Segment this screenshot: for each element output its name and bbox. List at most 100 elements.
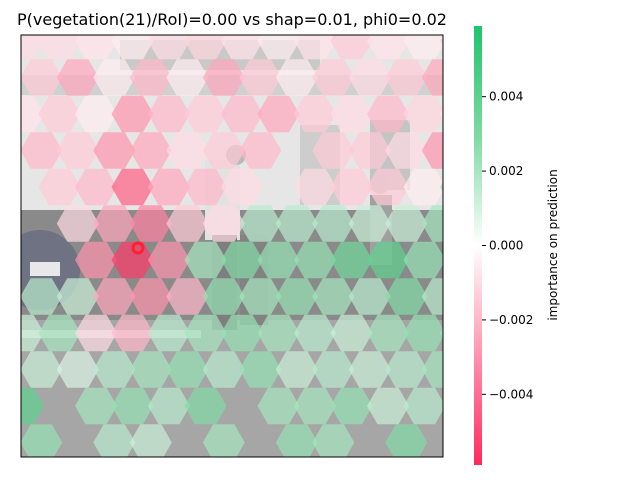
hex-cell bbox=[312, 132, 355, 169]
hex-cell bbox=[221, 168, 263, 206]
plot-frame bbox=[20, 34, 444, 458]
hex-cell bbox=[330, 35, 373, 60]
hex-cell bbox=[239, 205, 282, 242]
hex-cell bbox=[148, 95, 190, 133]
hex-cell bbox=[184, 168, 227, 206]
hex-cell bbox=[21, 387, 44, 425]
hex-cell bbox=[440, 108, 443, 120]
hex-cell bbox=[367, 314, 409, 352]
hex-cell bbox=[75, 314, 117, 352]
hex-cell bbox=[21, 35, 44, 60]
hex-cell bbox=[56, 205, 99, 242]
hex-cell bbox=[367, 387, 409, 425]
hex-overlay bbox=[21, 35, 443, 457]
hex-cell bbox=[403, 387, 443, 425]
hex-cell bbox=[75, 168, 117, 206]
hex-cell bbox=[21, 351, 63, 388]
hex-cell bbox=[440, 327, 443, 339]
hex-cell bbox=[129, 278, 172, 315]
colorbar-label: importance on prediction bbox=[546, 169, 560, 320]
hex-cell bbox=[75, 35, 117, 60]
hex-cell bbox=[38, 95, 81, 133]
hex-cell bbox=[166, 132, 209, 169]
hex-cell bbox=[312, 205, 355, 242]
hex-cell bbox=[385, 132, 428, 169]
colorbar-tick-label: 0.002 bbox=[489, 164, 523, 178]
hex-cell bbox=[403, 241, 443, 279]
hex-cell bbox=[294, 95, 336, 133]
hex-cell bbox=[421, 205, 443, 242]
hex-cell bbox=[294, 387, 336, 425]
hex-cell bbox=[403, 314, 443, 352]
hex-cell bbox=[275, 351, 318, 388]
hex-cell bbox=[275, 278, 318, 315]
hex-cell bbox=[166, 205, 209, 242]
hex-cell bbox=[184, 314, 227, 352]
hex-cell bbox=[257, 35, 300, 60]
hex-cell bbox=[129, 132, 172, 169]
hex-cell bbox=[93, 278, 136, 315]
hex-cell bbox=[148, 387, 190, 425]
hex-cell bbox=[56, 351, 99, 388]
hex-cell bbox=[275, 424, 318, 457]
hex-cell bbox=[257, 387, 300, 425]
colorbar-ticks: 0.004 0.002 0.000 −0.002 −0.004 bbox=[482, 90, 533, 401]
hex-cell bbox=[93, 424, 136, 457]
hex-cell bbox=[330, 95, 373, 133]
hex-cell bbox=[348, 59, 391, 96]
hex-cell bbox=[385, 424, 428, 457]
hex-cell bbox=[367, 241, 409, 279]
hex-cell bbox=[202, 278, 245, 315]
hex-cell bbox=[257, 314, 300, 352]
hex-cell bbox=[148, 314, 190, 352]
hex-cell bbox=[166, 351, 209, 388]
hex-cell bbox=[403, 35, 443, 60]
hex-cell bbox=[239, 59, 282, 96]
hex-cell bbox=[148, 168, 190, 206]
hex-cell bbox=[312, 424, 355, 457]
hex-cell bbox=[330, 241, 373, 279]
hex-cell bbox=[348, 205, 391, 242]
hex-cell bbox=[312, 278, 355, 315]
hex-cell bbox=[440, 181, 443, 193]
hex-cell bbox=[294, 168, 336, 206]
hex-cell bbox=[385, 59, 428, 96]
hex-cell bbox=[221, 241, 263, 279]
hex-cell bbox=[93, 205, 136, 242]
hex-cell bbox=[348, 351, 391, 388]
hex-cell bbox=[111, 314, 154, 352]
hex-cell bbox=[330, 314, 373, 352]
hex-cell bbox=[166, 59, 209, 96]
hex-cell bbox=[111, 387, 154, 425]
hex-cell bbox=[184, 35, 227, 60]
hex-cell bbox=[166, 278, 209, 315]
hex-cell bbox=[330, 387, 373, 425]
hex-cell bbox=[385, 278, 428, 315]
hex-cell bbox=[21, 95, 44, 133]
hex-cell bbox=[221, 35, 263, 60]
hex-cell bbox=[93, 351, 136, 388]
roi-marker bbox=[131, 241, 145, 255]
hex-cell bbox=[275, 59, 318, 96]
hex-cell bbox=[21, 132, 63, 169]
hex-cell bbox=[184, 241, 227, 279]
hex-cell bbox=[148, 241, 190, 279]
hex-cell bbox=[93, 59, 136, 96]
hex-cell bbox=[257, 241, 300, 279]
hex-cell bbox=[148, 35, 190, 60]
hex-cell bbox=[21, 59, 63, 96]
hex-cell bbox=[421, 132, 443, 169]
hex-cell bbox=[21, 314, 44, 352]
hex-cell bbox=[202, 59, 245, 96]
hex-cell bbox=[257, 95, 300, 133]
hex-cell bbox=[367, 35, 409, 60]
hex-cell bbox=[111, 168, 154, 206]
hex-cell bbox=[348, 278, 391, 315]
hex-cell bbox=[56, 132, 99, 169]
hex-cell bbox=[129, 205, 172, 242]
hex-cell bbox=[239, 132, 282, 169]
hex-cell bbox=[294, 241, 336, 279]
chart-title: P(vegetation(21)/RoI)=0.00 vs shap=0.01,… bbox=[17, 10, 447, 29]
colorbar-tick-label: −0.002 bbox=[489, 313, 533, 327]
hex-cell bbox=[385, 351, 428, 388]
